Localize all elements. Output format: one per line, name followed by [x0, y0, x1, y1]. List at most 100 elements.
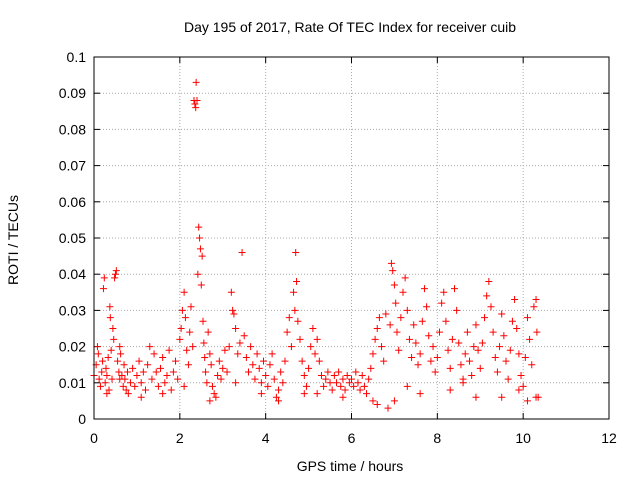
- data-point: [502, 357, 510, 365]
- plot-frame: [93, 56, 610, 420]
- data-point: [478, 339, 486, 347]
- data-point: [111, 270, 119, 278]
- data-point: [146, 343, 154, 351]
- data-point: [508, 317, 516, 325]
- data-point: [117, 350, 125, 358]
- data-point: [468, 372, 476, 380]
- data-point: [513, 325, 521, 332]
- data-point: [116, 375, 124, 383]
- data-point: [251, 375, 259, 383]
- data-point: [408, 353, 416, 361]
- data-point: [322, 375, 330, 383]
- data-point: [122, 386, 130, 394]
- data-point: [186, 328, 194, 336]
- data-point: [403, 306, 411, 314]
- data-point: [474, 346, 482, 354]
- y-tick-label: 0.01: [59, 375, 86, 391]
- data-point: [523, 314, 531, 322]
- data-point: [277, 368, 285, 376]
- x-tick-label: 8: [433, 430, 441, 446]
- data-point: [272, 393, 280, 401]
- data-point: [234, 350, 242, 358]
- data-point: [238, 248, 246, 256]
- data-point: [184, 361, 192, 369]
- data-point: [305, 364, 313, 372]
- data-point: [461, 350, 469, 358]
- data-point: [403, 382, 411, 390]
- data-point: [262, 372, 270, 380]
- data-point: [137, 379, 145, 387]
- data-point: [199, 317, 207, 325]
- data-point: [260, 357, 268, 365]
- data-point: [358, 372, 366, 380]
- data-point: [352, 368, 360, 376]
- data-point: [111, 274, 119, 282]
- data-point: [393, 328, 401, 336]
- data-point: [315, 357, 323, 365]
- data-point: [116, 343, 124, 351]
- y-tick-label: 0.08: [59, 121, 86, 137]
- data-point: [152, 368, 160, 376]
- data-point: [214, 372, 222, 380]
- data-point: [526, 335, 534, 343]
- data-point: [487, 303, 495, 311]
- data-point: [137, 393, 145, 401]
- data-point: [380, 357, 388, 365]
- y-tick-label: 0.02: [59, 339, 86, 355]
- data-point: [287, 343, 295, 351]
- x-tick-label: 4: [262, 430, 270, 446]
- data-point: [429, 343, 437, 351]
- data-point: [215, 357, 223, 365]
- data-point: [142, 386, 149, 394]
- data-point: [163, 372, 171, 380]
- data-point: [264, 382, 272, 390]
- data-point: [180, 288, 188, 296]
- data-point: [257, 379, 265, 387]
- data-point: [433, 353, 441, 361]
- data-point: [105, 386, 113, 394]
- data-point: [93, 343, 101, 351]
- data-point: [119, 382, 127, 390]
- data-point: [203, 379, 211, 387]
- data-point: [183, 346, 191, 354]
- data-point: [506, 346, 514, 354]
- y-tick-label: 0.09: [59, 85, 86, 101]
- data-point: [221, 346, 229, 354]
- data-point: [293, 277, 301, 285]
- data-point: [193, 96, 201, 104]
- data-point: [423, 303, 431, 311]
- data-point: [290, 288, 298, 296]
- data-point: [517, 372, 525, 380]
- data-point: [126, 379, 134, 387]
- y-tick-label: 0.06: [59, 194, 86, 210]
- data-point: [523, 397, 531, 405]
- data-point: [521, 353, 529, 361]
- data-point: [101, 379, 109, 387]
- data-point: [229, 306, 237, 314]
- data-point: [504, 375, 512, 383]
- data-point: [348, 375, 355, 383]
- data-point: [196, 245, 204, 253]
- data-point: [189, 343, 197, 351]
- data-point: [515, 386, 523, 394]
- data-point: [172, 357, 180, 365]
- data-point: [212, 393, 220, 401]
- data-point: [210, 390, 218, 398]
- data-point: [472, 321, 480, 329]
- data-point: [326, 379, 334, 387]
- data-point: [496, 343, 504, 351]
- y-tick-label: 0.07: [59, 158, 86, 174]
- data-point: [420, 285, 428, 293]
- data-point: [511, 296, 519, 304]
- data-point: [324, 368, 332, 376]
- data-point: [498, 310, 506, 318]
- data-point: [371, 335, 379, 343]
- data-point: [414, 361, 422, 369]
- data-point: [472, 393, 480, 401]
- data-point: [369, 397, 377, 405]
- data-point: [483, 292, 491, 300]
- data-point: [416, 350, 424, 358]
- data-point: [528, 361, 536, 369]
- data-point: [339, 375, 347, 383]
- data-point: [98, 368, 106, 376]
